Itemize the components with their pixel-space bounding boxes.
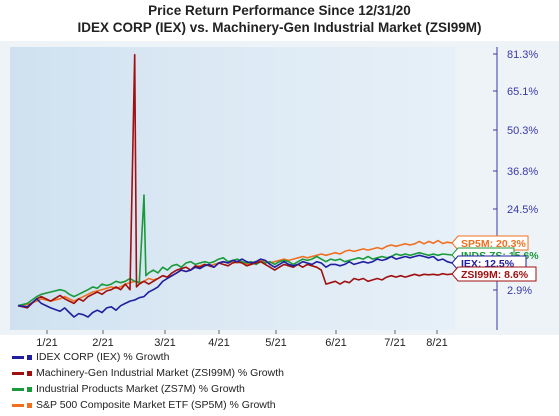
legend-label: Machinery-Gen Industrial Market (ZSI99M)… <box>36 367 284 379</box>
x-tick: 7/21 <box>384 330 406 349</box>
x-tick-label: 1/21 <box>36 337 57 349</box>
y-tick-label: 50.3% <box>507 125 538 137</box>
y-tick-label: 81.3% <box>507 49 538 61</box>
series-callout-3: SP5M: 20.3% <box>451 235 529 251</box>
legend-label: Industrial Products Market (ZS7M) % Grow… <box>36 383 245 395</box>
y-tick: 50.3% <box>493 125 538 137</box>
x-tick: 6/21 <box>325 330 347 349</box>
series-line-2 <box>17 194 453 307</box>
y-tick: 65.1% <box>493 86 538 98</box>
y-tick: 2.9% <box>493 285 532 297</box>
legend: IDEX CORP (IEX) % Growth Machinery-Gen In… <box>12 349 284 413</box>
legend-swatch <box>12 355 24 359</box>
plot-area <box>10 47 455 330</box>
legend-item: S&P 500 Composite Market ETF (SP5M) % Gr… <box>12 397 284 413</box>
legend-marker <box>27 354 32 360</box>
legend-item: Machinery-Gen Industrial Market (ZSI99M)… <box>12 365 284 381</box>
legend-swatch <box>12 387 24 391</box>
x-tick-label: 6/21 <box>325 337 346 349</box>
y-tick: 81.3% <box>493 49 538 61</box>
series-line-1 <box>17 53 453 309</box>
x-tick-label: 7/21 <box>384 337 405 349</box>
legend-swatch <box>12 371 24 375</box>
x-tick-label: 3/21 <box>154 337 175 349</box>
x-tick-label: 2/21 <box>92 337 113 349</box>
x-tick-label: 5/21 <box>265 337 286 349</box>
x-tick-label: 4/21 <box>208 337 229 349</box>
x-tick: 8/21 <box>426 330 448 349</box>
y-tick-label: 65.1% <box>507 86 538 98</box>
legend-label: S&P 500 Composite Market ETF (SP5M) % Gr… <box>36 399 276 411</box>
y-tick-label: 2.9% <box>507 285 532 297</box>
chart-subtitle: IDEX CORP (IEX) vs. Machinery-Gen Indust… <box>77 20 482 35</box>
x-tick: 3/21 <box>154 330 176 349</box>
legend-marker <box>27 386 32 392</box>
legend-swatch <box>12 403 24 407</box>
x-tick: 2/21 <box>92 330 114 349</box>
series-line-0 <box>17 254 453 318</box>
x-tick: 4/21 <box>208 330 230 349</box>
series-callout-1: ZSI99M: 8.6% <box>451 266 537 282</box>
legend-marker <box>27 370 32 376</box>
legend-label: IDEX CORP (IEX) % Growth <box>36 351 170 363</box>
series-callout-label: ZSI99M: 8.6% <box>461 269 529 281</box>
x-tick-label: 8/21 <box>426 337 447 349</box>
x-tick: 5/21 <box>265 330 287 349</box>
y-tick-label: 36.8% <box>507 166 538 178</box>
series-callout-label: SP5M: 20.3% <box>461 238 526 250</box>
legend-marker <box>27 402 32 408</box>
chart-title: Price Return Performance Since 12/31/20 <box>148 3 411 18</box>
legend-item: IDEX CORP (IEX) % Growth <box>12 349 284 365</box>
legend-item: Industrial Products Market (ZS7M) % Grow… <box>12 381 284 397</box>
y-tick: 24.5% <box>493 204 538 216</box>
y-tick-label: 24.5% <box>507 204 538 216</box>
y-tick: 36.8% <box>493 166 538 178</box>
x-tick: 1/21 <box>36 330 58 349</box>
